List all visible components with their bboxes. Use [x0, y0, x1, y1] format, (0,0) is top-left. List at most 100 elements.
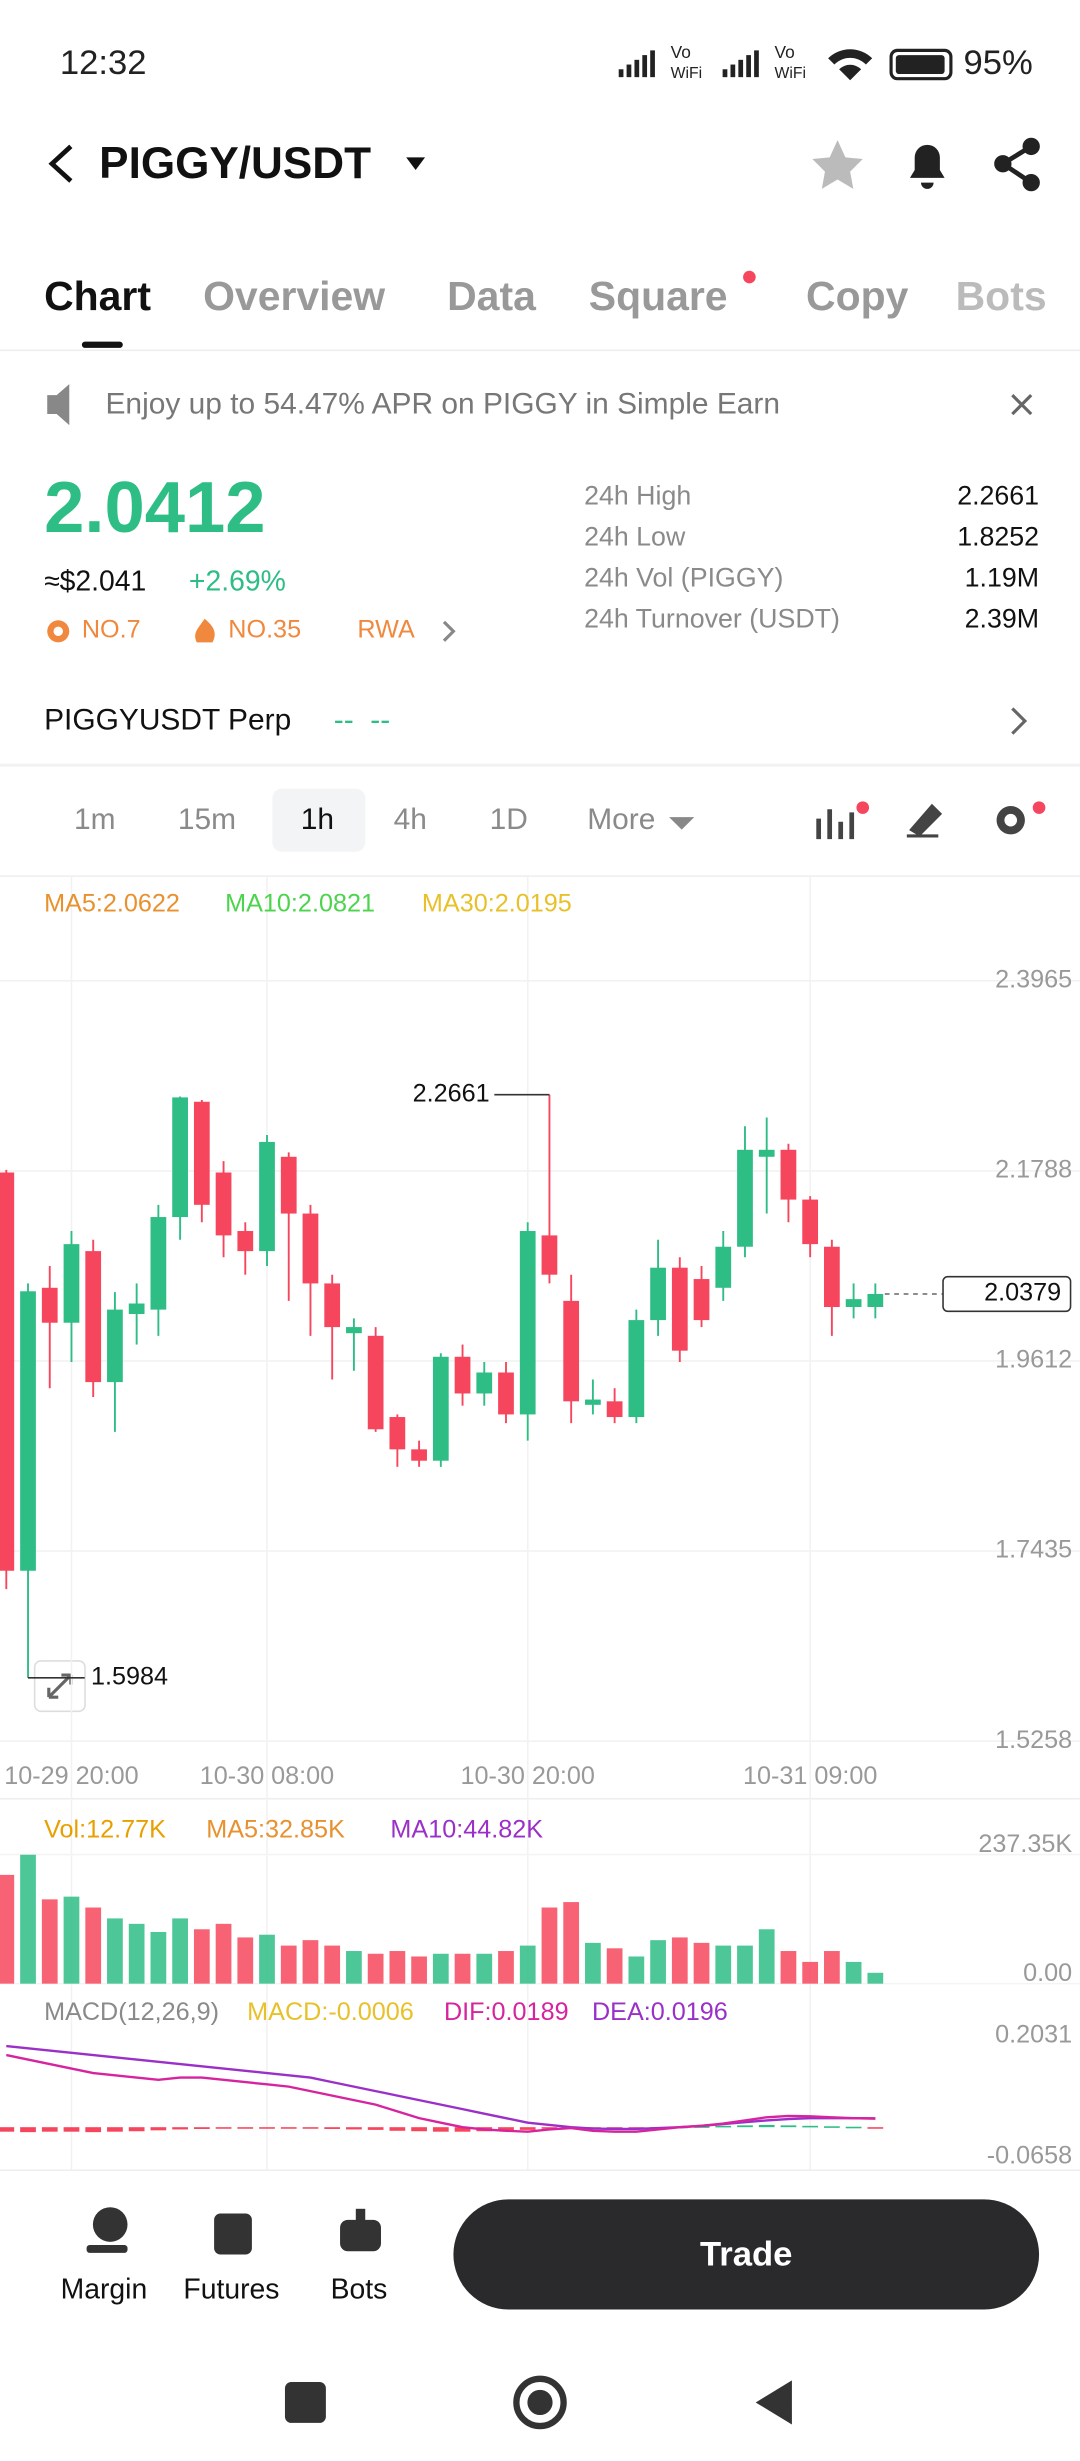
macd-bar — [758, 2124, 775, 2128]
battery-level — [895, 55, 945, 74]
candle-body — [193, 1101, 210, 1205]
volume-bar — [780, 1951, 797, 1984]
chevron-icon[interactable] — [442, 620, 456, 642]
volume-bar — [280, 1945, 297, 1984]
macd-bar — [519, 2127, 536, 2130]
y-tick-label: 1.7435 — [995, 1536, 1072, 1564]
close-icon[interactable] — [1011, 394, 1033, 416]
volume-bar — [411, 1956, 427, 1984]
vowifi-icon: WiFi — [775, 65, 806, 82]
candle-body — [432, 1356, 449, 1461]
macd-bar — [172, 2127, 188, 2130]
candle-body — [519, 1231, 536, 1415]
candle-body — [41, 1287, 58, 1323]
share-icon[interactable] — [994, 137, 1040, 192]
candle-body — [498, 1372, 514, 1415]
macd-bar — [85, 2127, 102, 2133]
candle-body — [324, 1283, 341, 1328]
macd-legend: MACD(12,26,9) — [44, 1999, 220, 2027]
back-nav[interactable] — [755, 2380, 792, 2425]
home-button[interactable] — [527, 2389, 553, 2416]
macd-bar — [20, 2127, 36, 2133]
macd-bar — [432, 2127, 449, 2132]
usd-price: ≈$2.041 — [44, 565, 147, 597]
ma-legend: MA30:2.0195 — [421, 891, 572, 918]
tab[interactable]: Square — [588, 272, 728, 320]
trade-button[interactable] — [453, 2199, 1040, 2310]
candle-body — [237, 1231, 254, 1252]
macd-bar — [411, 2127, 427, 2132]
tab[interactable]: Chart — [44, 272, 151, 320]
high-marker: 2.2661 — [413, 1079, 490, 1107]
interval[interactable]: 15m — [177, 803, 237, 837]
interval[interactable]: 1m — [73, 803, 116, 837]
volume-bar — [367, 1953, 384, 1984]
macd-bar — [302, 2127, 319, 2129]
perp-name[interactable]: PIGGYUSDT Perp — [44, 704, 292, 738]
volume-bar — [41, 1899, 58, 1984]
x-tick-label: 10-29 20:00 — [4, 1762, 138, 1790]
tab[interactable]: Bots — [955, 272, 1047, 320]
dot — [743, 270, 756, 284]
volume-bar — [693, 1942, 710, 1984]
interval[interactable]: 1D — [489, 803, 528, 837]
volume-bar — [454, 1953, 471, 1984]
bots-icon[interactable] — [355, 2208, 366, 2222]
tab[interactable]: Overview — [203, 272, 386, 320]
settings-icon[interactable] — [1004, 813, 1018, 827]
badge[interactable]: NO.35 — [228, 617, 302, 644]
expand-icon[interactable] — [47, 1673, 73, 1699]
vol-tick-label: 0.00 — [1023, 1959, 1072, 1987]
macd-bar — [237, 2127, 254, 2129]
candle-body — [454, 1356, 471, 1394]
candle-body — [780, 1149, 797, 1200]
tab[interactable]: Copy — [806, 272, 909, 320]
interval[interactable]: 4h — [393, 803, 427, 837]
tab[interactable]: Data — [447, 272, 536, 320]
trade-label[interactable]: Trade — [700, 2233, 793, 2274]
ma-legend: MA5:2.0622 — [44, 891, 180, 918]
interval[interactable]: More — [587, 803, 656, 837]
star-icon[interactable] — [812, 140, 863, 189]
caret-icon[interactable] — [669, 817, 695, 830]
tab-underline — [81, 341, 123, 348]
margin-icon[interactable] — [86, 2207, 128, 2253]
indicator-icon[interactable] — [816, 809, 855, 840]
back-icon[interactable] — [48, 144, 73, 183]
bell-icon[interactable] — [909, 144, 945, 189]
macd-legend: DIF:0.0189 — [443, 1999, 569, 2027]
vol-legend: MA5:32.85K — [206, 1816, 345, 1844]
macd-bar — [367, 2127, 384, 2130]
home-nav[interactable] — [284, 2381, 326, 2423]
badge[interactable]: NO.7 — [81, 617, 141, 644]
macd-bar — [737, 2125, 753, 2128]
futures-icon[interactable] — [214, 2213, 252, 2255]
x-tick-label: 10-31 09:00 — [743, 1762, 877, 1790]
caret-icon[interactable] — [406, 157, 426, 171]
nav-label[interactable]: Margin — [60, 2273, 148, 2305]
volume-bar — [0, 1874, 15, 1984]
candle-body — [63, 1244, 80, 1323]
home-button[interactable] — [513, 2375, 567, 2430]
last-price-label: 2.0379 — [984, 1279, 1061, 1307]
volume-bar — [150, 1931, 167, 1984]
pair-title[interactable]: PIGGY/USDT — [99, 138, 372, 188]
stat-value: 1.8252 — [957, 521, 1040, 552]
macd-bar — [128, 2127, 145, 2132]
volume-bar — [389, 1951, 406, 1984]
candle-body — [585, 1399, 601, 1405]
draw-icon[interactable] — [906, 803, 943, 838]
banner-text[interactable]: Enjoy up to 54.47% APR on PIGGY in Simpl… — [105, 388, 781, 422]
bots-icon[interactable] — [340, 2219, 381, 2252]
volume-bar — [237, 1937, 254, 1984]
interval[interactable]: 1h — [300, 803, 334, 837]
low-marker: 1.5984 — [91, 1662, 168, 1690]
candle-body — [606, 1401, 623, 1418]
macd-bar — [693, 2126, 710, 2128]
badge[interactable]: RWA — [357, 617, 415, 644]
nav-label[interactable]: Futures — [183, 2273, 280, 2305]
volume-bar — [867, 1972, 884, 1984]
nav-label[interactable]: Bots — [330, 2273, 388, 2305]
chevron-icon[interactable] — [1011, 707, 1028, 735]
